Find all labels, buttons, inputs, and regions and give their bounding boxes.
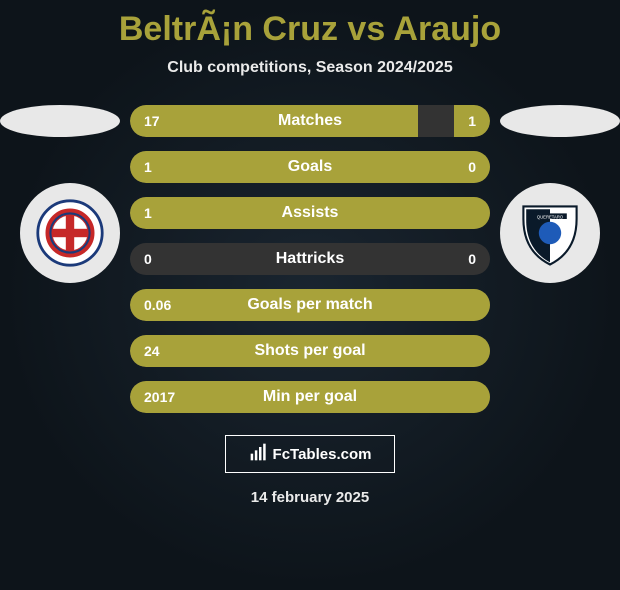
svg-text:QUERETARO: QUERETARO	[537, 214, 564, 219]
stat-bar: 0Hattricks0	[130, 243, 490, 275]
chivas-crest-icon	[35, 198, 105, 268]
stat-right-value: 0	[468, 159, 476, 175]
stat-label: Hattricks	[130, 250, 490, 268]
brand-box: FcTables.com	[225, 435, 395, 473]
left-halo	[0, 105, 120, 137]
page-subtitle: Club competitions, Season 2024/2025	[0, 59, 620, 77]
stat-label: Assists	[130, 204, 490, 222]
stat-label: Goals per match	[130, 296, 490, 314]
queretaro-crest-icon: QUERETARO	[515, 198, 585, 268]
stat-label: Shots per goal	[130, 342, 490, 360]
left-club-badge	[20, 183, 120, 283]
stat-label: Goals	[130, 158, 490, 176]
stat-bar: 1Goals0	[130, 151, 490, 183]
stat-bar: 0.06Goals per match	[130, 289, 490, 321]
stat-right-value: 1	[468, 113, 476, 129]
footer-date: 14 february 2025	[0, 489, 620, 506]
stat-bar: 17Matches1	[130, 105, 490, 137]
stat-bars: 17Matches11Goals01Assists0Hattricks00.06…	[130, 105, 490, 413]
stat-bar: 1Assists	[130, 197, 490, 229]
stat-bar: 24Shots per goal	[130, 335, 490, 367]
brand-chart-icon	[249, 442, 269, 466]
stat-label: Matches	[130, 112, 490, 130]
stat-bar: 2017Min per goal	[130, 381, 490, 413]
comparison-area: QUERETARO 17Matches11Goals01Assists0Hatt…	[0, 105, 620, 413]
stat-right-value: 0	[468, 251, 476, 267]
right-halo	[500, 105, 620, 137]
page-title: BeltrÃ¡n Cruz vs Araujo	[0, 10, 620, 49]
right-club-badge: QUERETARO	[500, 183, 600, 283]
brand-text: FcTables.com	[273, 446, 372, 463]
stat-label: Min per goal	[130, 388, 490, 406]
